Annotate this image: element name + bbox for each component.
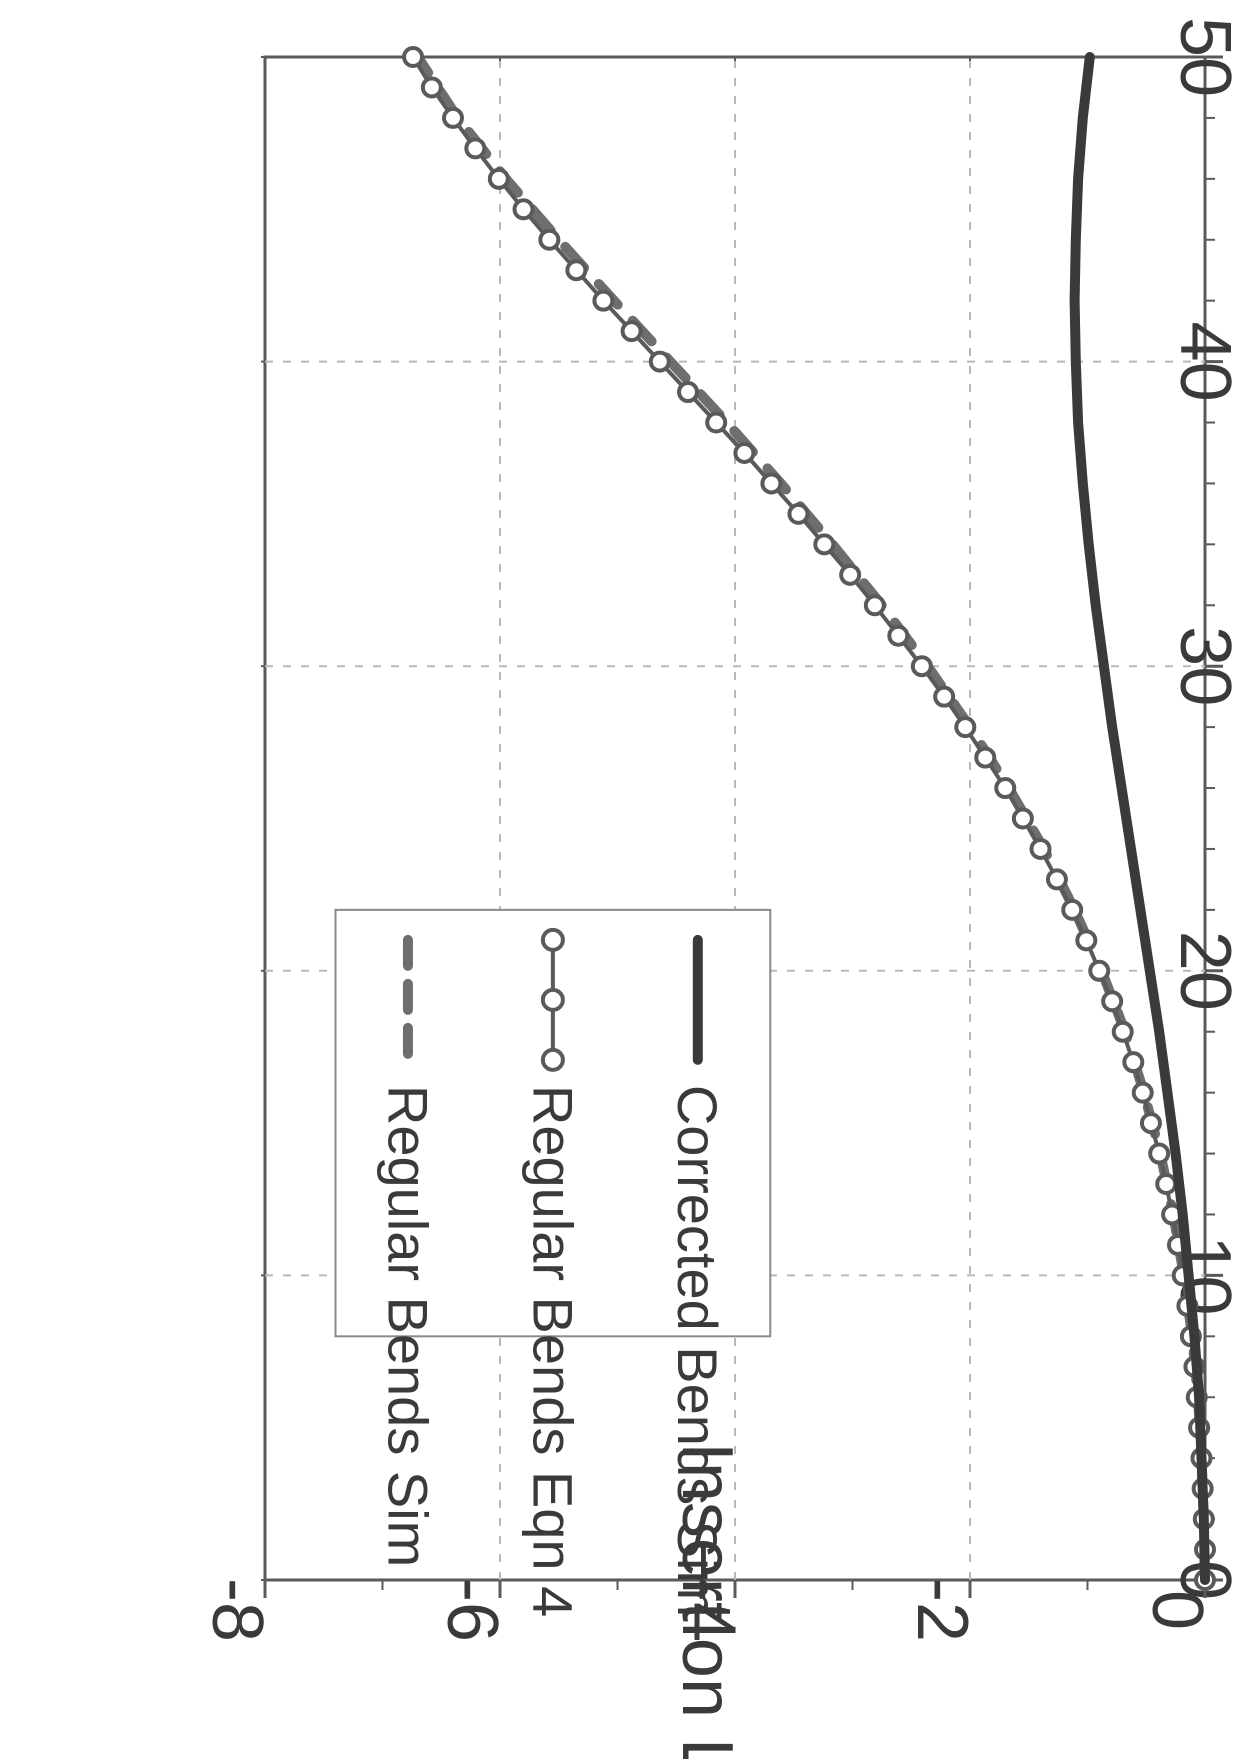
legend-label: Regular Bends Eqn 4 xyxy=(521,1085,584,1617)
x-tick-label: 50 xyxy=(1165,17,1240,97)
x-tick-label: 40 xyxy=(1165,322,1240,402)
y-tick-label: -2 xyxy=(902,1578,982,1642)
insertion-loss-chart: 010203040500-2-4-6-8freq, GHzInsertion L… xyxy=(0,0,1240,1759)
y-tick-label: -6 xyxy=(432,1578,512,1642)
legend-swatch-marker xyxy=(543,1050,563,1070)
legend-swatch-marker xyxy=(543,990,563,1010)
x-tick-label: 20 xyxy=(1165,931,1240,1011)
x-tick-label: 30 xyxy=(1165,626,1240,706)
y-tick-label: -8 xyxy=(197,1578,277,1642)
legend: Regular Bends Sim Regular Bends Eqn 4 Corr… xyxy=(336,910,771,1617)
legend-label: Regular Bends Sim xyxy=(376,1085,439,1567)
legend-swatch-marker xyxy=(543,930,563,950)
legend-label: Corrected Bends Sim xyxy=(666,1085,729,1617)
y-tick-label: 0 xyxy=(1137,1590,1217,1630)
